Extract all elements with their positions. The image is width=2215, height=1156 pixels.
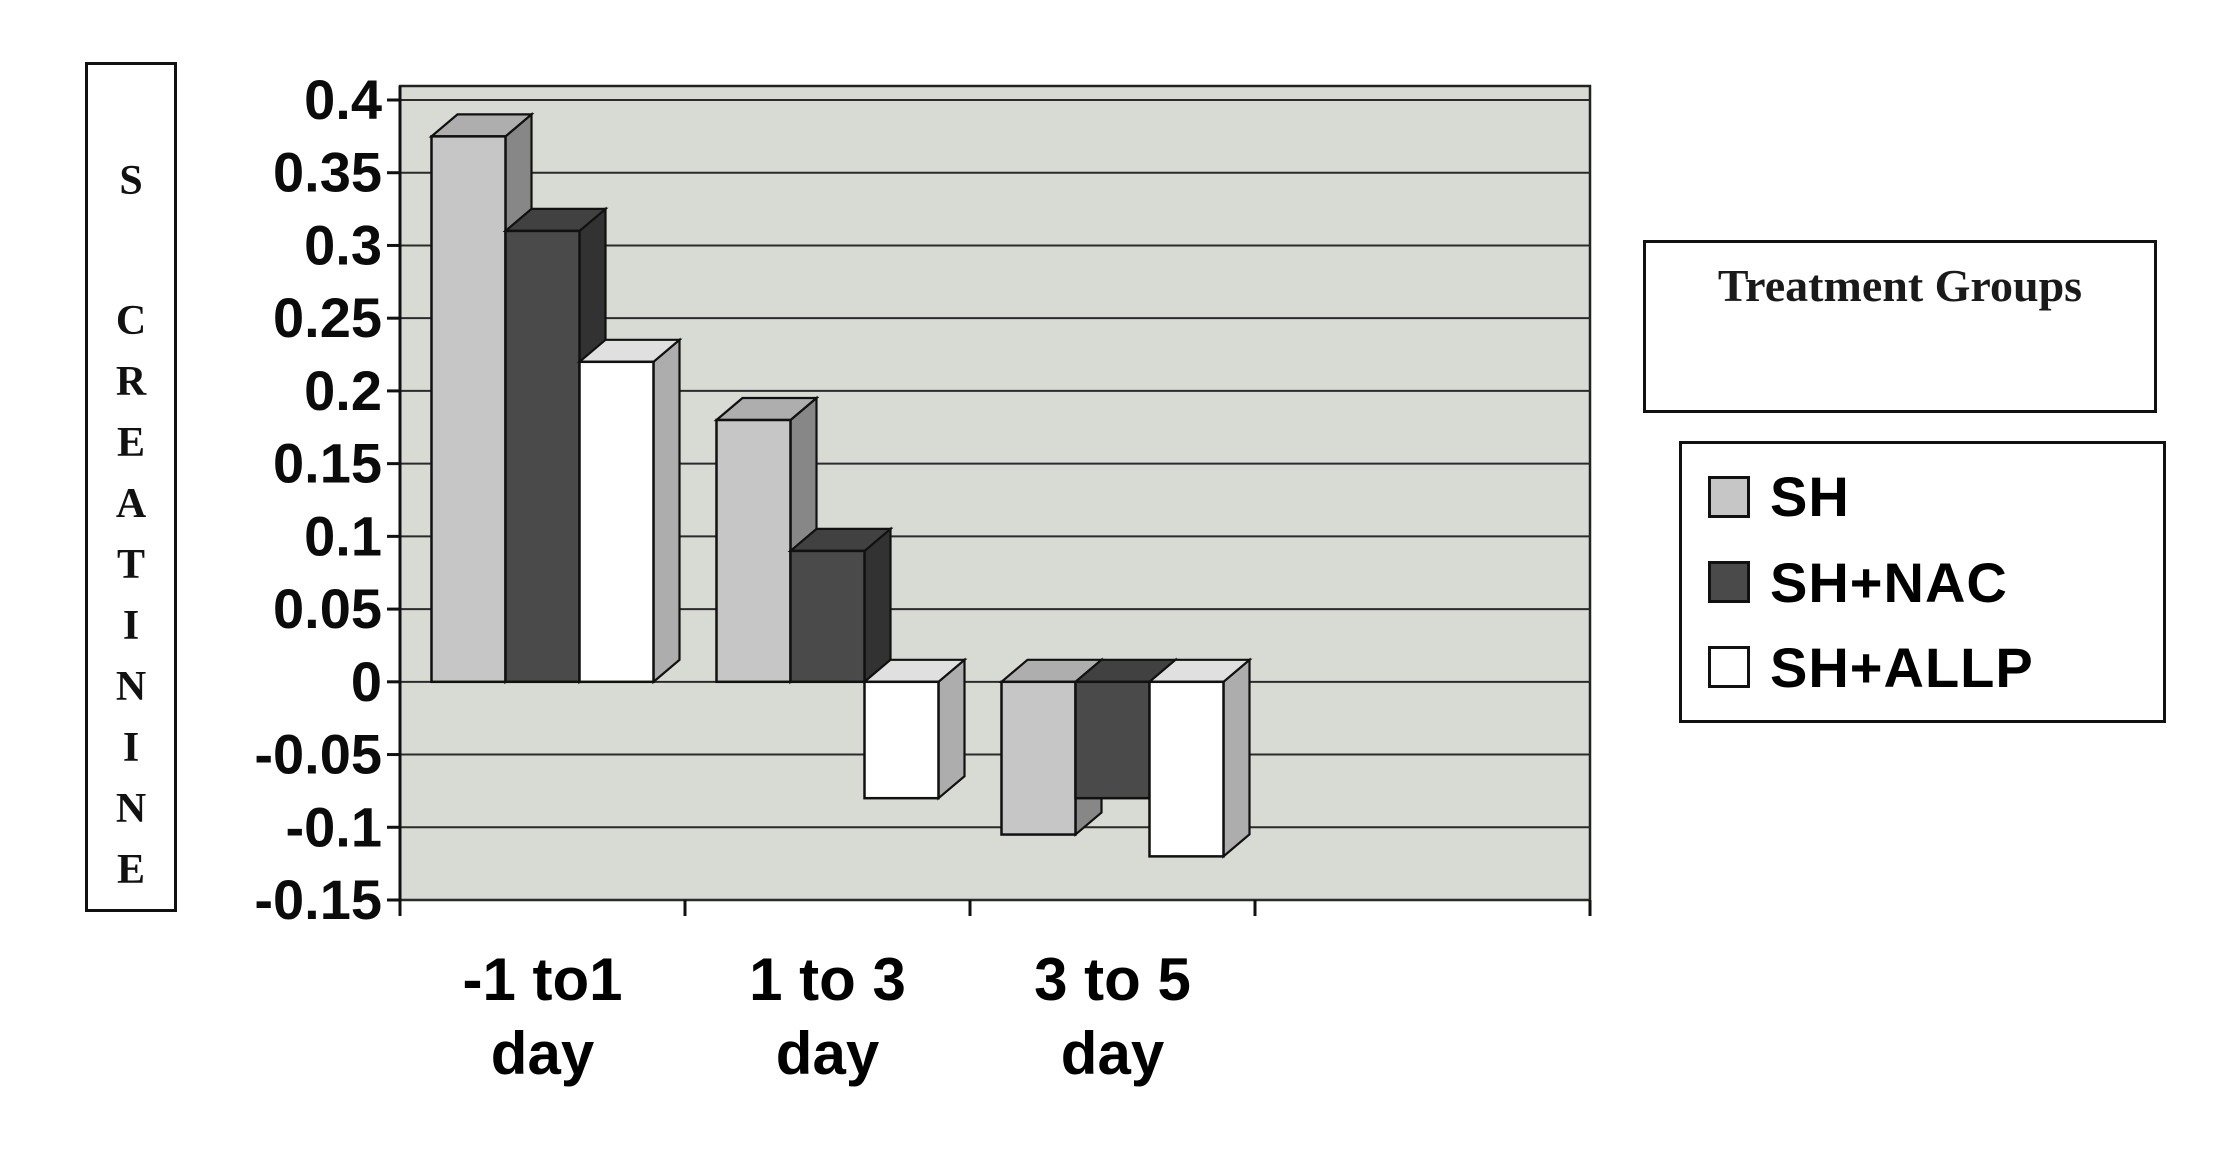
y-tick-label: 0.4 — [304, 68, 382, 131]
y-tick-label: -0.15 — [254, 868, 382, 931]
bar-SH-cat1 — [715, 418, 792, 684]
legend-item-sh-nac: SH+NAC — [1708, 550, 2163, 615]
legend-title-box: Treatment Groups — [1643, 240, 2157, 413]
bar-SH+ALLP-cat1 — [863, 680, 940, 800]
bar-side-SH+NAC-cat1 — [863, 526, 892, 685]
bar-SH+NAC-cat1 — [789, 549, 866, 684]
legend-swatch-sh — [1708, 475, 1750, 518]
y-tick-label: 0.35 — [273, 141, 382, 204]
x-category-label: -1 to1 — [462, 946, 622, 1013]
x-category-label: day — [1061, 1020, 1165, 1087]
legend-swatch-sh-nac — [1708, 561, 1750, 603]
y-tick-label: 0.25 — [273, 286, 382, 349]
bar-SH+ALLP-cat0 — [578, 360, 655, 684]
bar-SH+NAC-cat0 — [504, 229, 581, 684]
legend-swatch-sh-allp — [1708, 646, 1750, 689]
legend-item-sh-allp: SH+ALLP — [1708, 635, 2163, 700]
ylabel-letter: C — [115, 298, 147, 344]
ylabel-letter: I — [122, 603, 140, 649]
x-category-label: day — [491, 1020, 595, 1087]
bar-SH+ALLP-cat2 — [1148, 680, 1225, 858]
y-tick-label: 0 — [351, 650, 382, 713]
legend-item-sh: SH — [1708, 464, 2163, 529]
y-tick-label: 0.1 — [304, 504, 382, 567]
bar-SH+NAC-cat2 — [1074, 680, 1151, 800]
legend-label-sh: SH — [1770, 465, 1850, 529]
ylabel-letter: E — [116, 420, 145, 466]
x-category-label: 1 to 3 — [749, 946, 906, 1013]
x-category-label: 3 to 5 — [1034, 946, 1191, 1013]
legend-label-sh-allp: SH+ALLP — [1770, 635, 2034, 699]
y-tick-label: -0.05 — [254, 723, 382, 786]
bar-SH-cat2 — [1000, 680, 1077, 836]
ylabel-letter: A — [115, 481, 147, 527]
ylabel-letter: N — [115, 664, 147, 710]
bar-side-SH+ALLP-cat2 — [1222, 657, 1251, 859]
ylabel-letter: R — [115, 359, 147, 405]
ylabel-letter: S — [119, 158, 143, 204]
bar-side-SH+ALLP-cat1 — [937, 657, 966, 801]
x-category-label: day — [776, 1020, 880, 1087]
y-tick-label: 0.3 — [304, 213, 382, 276]
y-tick-label: 0.15 — [273, 432, 382, 495]
y-tick-label: -0.1 — [286, 795, 383, 858]
bar-side-SH+ALLP-cat0 — [652, 337, 681, 685]
y-tick-label: 0.2 — [304, 359, 382, 422]
legend: SH SH+NAC SH+ALLP — [1679, 441, 2166, 723]
bar-SH-cat0 — [430, 135, 507, 684]
ylabel-letter: E — [116, 847, 145, 893]
ylabel-letter: N — [115, 786, 147, 832]
y-tick-label: 0.05 — [273, 577, 382, 640]
legend-title: Treatment Groups — [1717, 260, 2083, 311]
ylabel-letter: I — [122, 725, 140, 771]
legend-label-sh-nac: SH+NAC — [1770, 550, 2008, 614]
ylabel-letter: T — [116, 542, 145, 588]
